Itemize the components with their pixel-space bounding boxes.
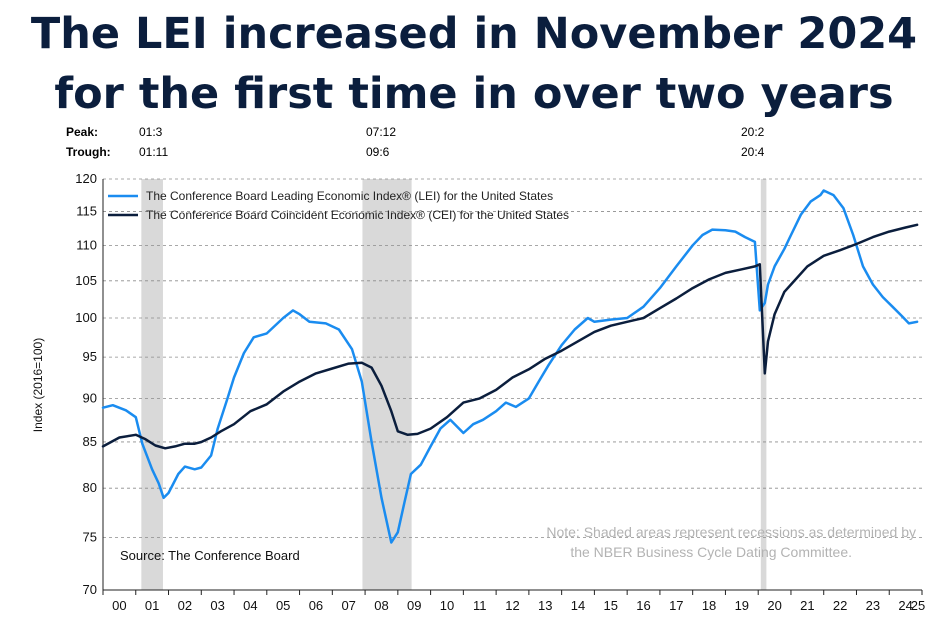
source-note: Source: The Conference Board	[120, 548, 300, 563]
y-tick-label: 85	[83, 434, 97, 449]
x-tick-label: 04	[243, 598, 257, 613]
y-tick-label: 100	[75, 310, 97, 325]
y-tick-label: 80	[83, 480, 97, 495]
legend-label-lei: The Conference Board Leading Economic In…	[146, 189, 553, 203]
x-tick-label: 00	[112, 598, 126, 613]
x-tick-label: 17	[669, 598, 683, 613]
cei-line	[101, 223, 919, 450]
x-tick-label: 05	[276, 598, 290, 613]
x-tick-label: 12	[505, 598, 519, 613]
y-tick-label: 95	[83, 349, 97, 364]
y-tick-label: 105	[75, 273, 97, 288]
peak-label: Peak:	[66, 125, 99, 139]
trough-date: 09:6	[366, 145, 390, 159]
y-axis-label: Index (2016=100)	[31, 338, 45, 432]
lei-line	[101, 189, 919, 544]
x-tick-label: 21	[800, 598, 814, 613]
legend-label-cei: The Conference Board Coincident Economic…	[146, 208, 569, 222]
trough-label: Trough:	[66, 145, 111, 159]
y-tick-label: 110	[76, 237, 97, 252]
x-tick-label: 16	[636, 598, 650, 613]
x-tick-label: 13	[538, 598, 552, 613]
trough-date: 01:11	[139, 145, 169, 159]
x-tick-label: 23	[866, 598, 880, 613]
x-tick-label: 01	[145, 598, 159, 613]
x-tick-label: 02	[178, 598, 192, 613]
x-tick-label: 24	[898, 598, 912, 613]
recession-band	[141, 179, 163, 590]
y-tick-label: 75	[83, 529, 97, 544]
x-tick-label: 14	[571, 598, 585, 613]
x-tick-label: 22	[833, 598, 847, 613]
y-tick-label: 120	[75, 171, 97, 186]
y-tick-label: 70	[83, 582, 97, 597]
x-tick-label: 20	[767, 598, 781, 613]
y-tick-label: 90	[83, 390, 97, 405]
x-tick-label: 10	[440, 598, 454, 613]
chart-title-line2: for the first time in over two years	[54, 69, 894, 119]
x-tick-label: 25	[911, 598, 925, 613]
x-tick-label: 15	[604, 598, 618, 613]
x-tick-label: 06	[309, 598, 323, 613]
y-tick-label: 115	[76, 203, 97, 218]
peak-date: 01:3	[139, 125, 163, 139]
x-tick-label: 19	[735, 598, 749, 613]
x-tick-label: 09	[407, 598, 421, 613]
peak-date: 07:12	[366, 125, 397, 139]
x-tick-label: 11	[473, 598, 487, 613]
recession-note-line2: the NBER Business Cycle Dating Committee…	[570, 544, 852, 560]
chart-title-line1: The LEI increased in November 2024	[30, 9, 918, 59]
x-tick-label: 03	[210, 598, 224, 613]
x-tick-label: 18	[702, 598, 716, 613]
peak-date: 20:2	[741, 125, 765, 139]
x-tick-label: 08	[374, 598, 388, 613]
trough-date: 20:4	[741, 145, 765, 159]
recession-band	[760, 179, 767, 590]
x-tick-label: 07	[341, 598, 355, 613]
recession-note-line1: Note: Shaded areas represent recessions …	[546, 524, 916, 540]
